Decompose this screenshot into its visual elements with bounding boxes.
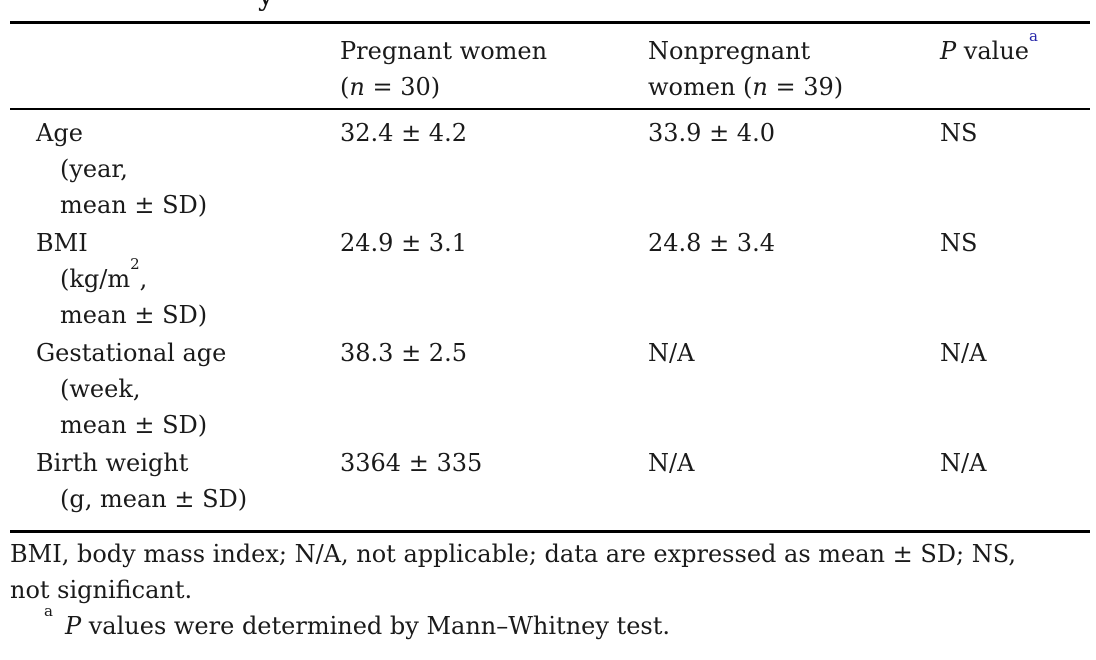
row-label: Age bbox=[36, 119, 83, 147]
n-symbol: n bbox=[349, 73, 365, 101]
header-nonpregnant-line1: Nonpregnant bbox=[648, 37, 811, 65]
row-label-cell: Age (year, mean ± SD) bbox=[36, 115, 340, 223]
row-label-sub2: mean ± SD) bbox=[60, 191, 208, 219]
n-symbol: n bbox=[752, 73, 768, 101]
row-label-cell: Birth weight (g, mean ± SD) bbox=[36, 445, 340, 517]
cell-pvalue: N/A bbox=[940, 339, 987, 367]
p-symbol: P bbox=[64, 612, 82, 640]
cell-pvalue: N/A bbox=[940, 449, 987, 477]
footnote-a: aP values were determined by Mann–Whitne… bbox=[44, 602, 670, 641]
row-label: Gestational age bbox=[36, 339, 227, 367]
p-symbol: P bbox=[940, 37, 957, 65]
cell-pregnant-value: 24.9 ± 3.1 bbox=[340, 229, 467, 257]
header-cell-pvalue: P valuea bbox=[940, 27, 1038, 66]
cell-nonpregnant-value: 33.9 ± 4.0 bbox=[648, 119, 775, 147]
row-label-sub2: mean ± SD) bbox=[60, 301, 208, 329]
cell-pvalue: NS bbox=[940, 229, 978, 257]
cell-nonpregnant-value: 24.8 ± 3.4 bbox=[648, 229, 775, 257]
cell-pregnant-value: 3364 ± 335 bbox=[340, 449, 483, 477]
table-body: Age (year, mean ± SD) 32.4 ± 4.2 33.9 ± … bbox=[10, 110, 1090, 533]
row-label-cell: Gestational age (week, mean ± SD) bbox=[36, 335, 340, 443]
abbreviations-note: BMI, body mass index; N/A, not applicabl… bbox=[10, 540, 1016, 604]
row-label-sub1: (kg/m2, bbox=[60, 255, 148, 294]
table-header-row: Pregnant women (n = 30) Nonpregnant wome… bbox=[10, 21, 1090, 110]
row-label-sub1: (week, bbox=[60, 375, 141, 403]
cell-pregnant-value: 38.3 ± 2.5 bbox=[340, 339, 467, 367]
row-label-cell: BMI (kg/m2, mean ± SD) bbox=[36, 225, 340, 333]
cell-nonpregnant-value: N/A bbox=[648, 339, 695, 367]
header-nonpregnant-line2: women (n = 39) bbox=[648, 73, 844, 101]
cell-pvalue: NS bbox=[940, 119, 978, 147]
row-label: Birth weight bbox=[36, 449, 189, 477]
header-cell-nonpregnant: Nonpregnant women (n = 39) bbox=[648, 33, 940, 105]
row-label-sub1: (year, bbox=[60, 155, 128, 183]
table-row-bmi: BMI (kg/m2, mean ± SD) 24.9 ± 3.1 24.8 ±… bbox=[36, 225, 1090, 333]
table-footnotes: BMI, body mass index; N/A, not applicabl… bbox=[10, 536, 1086, 644]
row-label: BMI bbox=[36, 229, 88, 257]
cell-pregnant-value: 32.4 ± 4.2 bbox=[340, 119, 467, 147]
cell-nonpregnant-value: N/A bbox=[648, 449, 695, 477]
footnote-a-marker: a bbox=[1029, 27, 1038, 45]
row-label-sub1: (g, mean ± SD) bbox=[60, 485, 248, 513]
caption-fragment: y bbox=[258, 0, 274, 12]
row-label-sub2: mean ± SD) bbox=[60, 411, 208, 439]
footnote-a-marker: a bbox=[44, 602, 53, 620]
table-row-birth-weight: Birth weight (g, mean ± SD) 3364 ± 335 N… bbox=[36, 445, 1090, 517]
squared-superscript: 2 bbox=[130, 255, 140, 273]
header-cell-empty bbox=[36, 33, 340, 105]
table-row-age: Age (year, mean ± SD) 32.4 ± 4.2 33.9 ± … bbox=[36, 115, 1090, 223]
header-pregnant-line1: Pregnant women bbox=[340, 37, 548, 65]
header-pregnant-line2: (n = 30) bbox=[340, 73, 441, 101]
table-row-gestational-age: Gestational age (week, mean ± SD) 38.3 ±… bbox=[36, 335, 1090, 443]
subject-characteristics-table: Pregnant women (n = 30) Nonpregnant wome… bbox=[10, 21, 1090, 533]
header-cell-pregnant: Pregnant women (n = 30) bbox=[340, 33, 648, 105]
